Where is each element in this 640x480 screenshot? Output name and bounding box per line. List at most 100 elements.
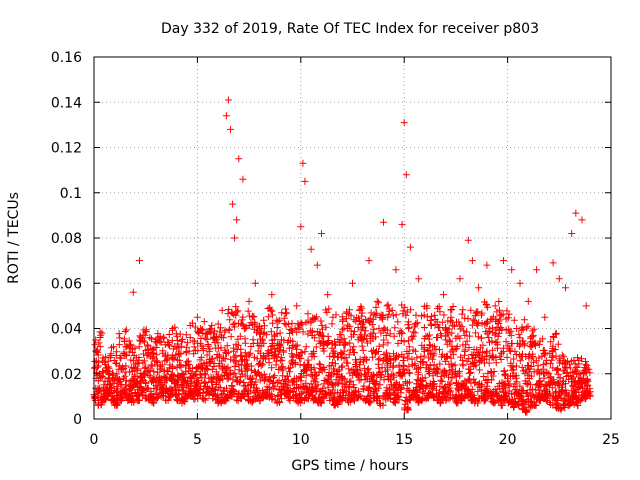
data-point [496, 385, 504, 393]
data-point [386, 394, 394, 402]
data-point [431, 316, 439, 323]
data-point [440, 311, 448, 319]
data-point [497, 324, 505, 332]
data-point [359, 336, 367, 343]
data-point [375, 342, 383, 350]
data-point [502, 391, 510, 399]
data-point [385, 310, 393, 318]
data-point [159, 347, 167, 355]
data-point [375, 299, 382, 307]
data-point [214, 339, 222, 347]
data-point [500, 348, 507, 356]
data-point [418, 358, 426, 366]
data-point [293, 341, 301, 349]
data-point [372, 379, 380, 387]
data-point [169, 325, 177, 332]
data-point [115, 365, 123, 373]
data-point [531, 342, 539, 350]
x-tick-label: 15 [395, 432, 413, 448]
data-point [228, 382, 236, 389]
data-point [310, 364, 318, 372]
x-axis-label: GPS time / hours [291, 458, 408, 474]
data-point [440, 291, 447, 299]
data-point [273, 353, 281, 361]
data-point [194, 379, 202, 387]
data-point [474, 333, 482, 341]
data-point [583, 392, 591, 400]
data-point [362, 355, 370, 363]
data-point [533, 266, 541, 274]
data-point [473, 321, 481, 329]
data-point [525, 375, 533, 382]
data-point [418, 395, 426, 403]
data-point [372, 303, 380, 311]
data-point [307, 245, 315, 253]
data-point [278, 336, 285, 344]
data-point [406, 378, 413, 386]
data-point [377, 329, 385, 337]
data-point [467, 369, 475, 376]
data-point [475, 349, 483, 357]
data-point [198, 374, 206, 382]
data-point [246, 349, 254, 357]
data-point [227, 355, 235, 363]
data-point [516, 357, 524, 365]
data-point [341, 341, 349, 349]
data-point [176, 330, 184, 338]
data-point [400, 365, 408, 373]
data-point [227, 125, 234, 133]
data-point [398, 330, 406, 337]
data-point [120, 374, 127, 382]
x-tick-label: 0 [90, 432, 99, 448]
data-point [194, 339, 202, 347]
data-point [384, 352, 392, 360]
data-point [521, 369, 529, 377]
data-point [459, 356, 467, 364]
data-point [267, 328, 275, 336]
data-point [107, 381, 114, 389]
data-point [193, 327, 201, 335]
data-point [483, 347, 491, 355]
data-point [450, 322, 458, 330]
data-point [283, 309, 291, 317]
data-point [347, 312, 355, 320]
data-point [475, 284, 483, 292]
data-point [322, 306, 330, 314]
data-point [397, 337, 405, 344]
data-point [465, 344, 473, 351]
data-point [535, 354, 543, 362]
data-point [420, 345, 428, 353]
data-point [299, 159, 307, 167]
data-point [466, 369, 473, 377]
data-point [348, 366, 356, 374]
data-point [331, 360, 339, 368]
data-point [394, 318, 402, 326]
data-point [434, 366, 442, 374]
data-point [269, 311, 277, 319]
data-point [430, 378, 438, 385]
data-point [242, 364, 250, 372]
data-point [477, 334, 485, 342]
x-tick-label: 10 [292, 432, 310, 448]
data-point [128, 399, 136, 406]
data-point [380, 376, 388, 384]
data-point [98, 368, 106, 375]
data-point [131, 375, 139, 382]
data-point [231, 363, 239, 371]
y-tick-label: 0.04 [51, 322, 82, 338]
data-point [463, 328, 471, 336]
data-point [449, 321, 457, 329]
data-point [356, 307, 364, 314]
data-point [298, 373, 305, 381]
data-point [253, 355, 261, 363]
data-point [529, 337, 537, 345]
data-point [478, 380, 486, 388]
data-point [320, 347, 328, 355]
data-point [492, 317, 500, 325]
data-point [507, 331, 515, 339]
data-point [167, 385, 175, 393]
data-point [237, 351, 245, 359]
data-point [374, 348, 382, 355]
data-point [575, 388, 583, 396]
data-point [258, 387, 266, 395]
